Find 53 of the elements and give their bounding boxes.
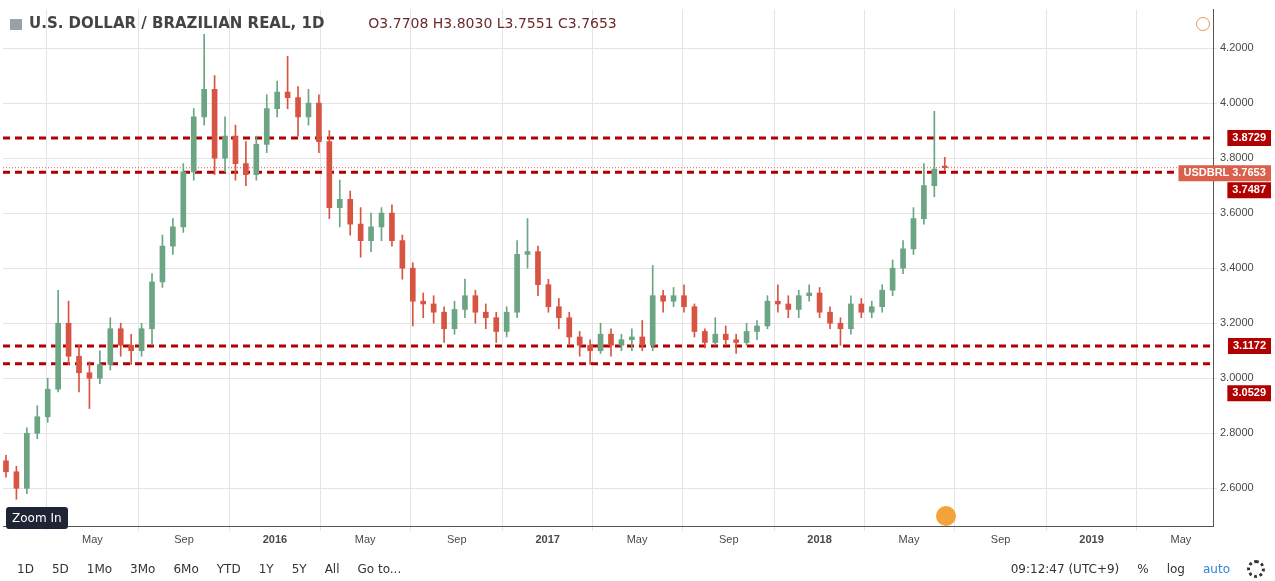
text: 3Mo [129,562,157,576]
candlestick [336,179,343,228]
candlestick [733,333,739,354]
x-tick-label: Sep [990,533,1011,546]
y-tick-label: 4.0000 [1220,96,1254,109]
x-tick-label: 2017 [535,533,560,546]
candlestick [128,333,134,365]
y-tick-label: 2.6000 [1220,481,1254,494]
ref-line-label: 3.1172 [1232,339,1267,352]
y-tick-label: 3.0000 [1220,371,1254,384]
text: 1Mo [85,562,114,576]
ref-line-label: USDBRL 3.7653 [1183,166,1266,179]
text: YTD [215,562,242,576]
x-tick-label: Sep [174,533,194,546]
candlestick [482,303,489,330]
chart-subtitle: O3.7708 H3.8030 L3.7551 C3.7653 [368,14,617,31]
y-tick-label: 3.6000 [1220,206,1254,219]
y-tick-label: 3.2000 [1220,316,1254,329]
y-tick-label: 3.4000 [1220,261,1254,274]
y-tick-label: 2.8000 [1220,426,1254,439]
x-tick-label: May [1170,533,1192,546]
x-tick-label: 2018 [807,533,832,546]
text: auto [1202,562,1231,576]
chart-title: U.S. DOLLAR / BRAZILIAN REAL, 1D [29,13,325,32]
ref-line-label: 3.7487 [1232,183,1267,196]
text: % [1136,562,1150,576]
text: 5D [50,562,70,576]
y-tick-label: 4.2000 [1220,41,1254,54]
x-tick-label: May [626,533,648,546]
text: All [323,562,341,576]
candlestick [587,339,593,365]
text: 09:12:47 (UTC+9) [1009,562,1121,576]
candlestick [775,284,781,313]
ref-line-label: 3.0529 [1232,386,1267,399]
y-tick-label: 3.8000 [1220,151,1254,164]
x-tick-label: 2019 [1079,533,1104,546]
text: 1D [16,562,35,576]
x-tick-label: May [354,533,376,546]
candlestick [806,284,812,302]
x-tick-label: Sep [446,533,467,546]
x-tick-label: Sep [718,533,739,546]
candlestick [629,328,635,352]
annotation: Zoom In [6,507,68,529]
ref-line-label: 3.8729 [1232,131,1267,144]
x-tick-label: May [82,533,104,546]
x-tick-label: 2016 [262,533,288,546]
candlestick [420,292,427,319]
text: 1Y [257,562,275,576]
x-tick-label: May [898,533,920,546]
text: 5Y [290,562,308,576]
text: Go to... [356,562,403,576]
text: 6Mo [172,562,200,576]
text: log [1165,562,1186,576]
